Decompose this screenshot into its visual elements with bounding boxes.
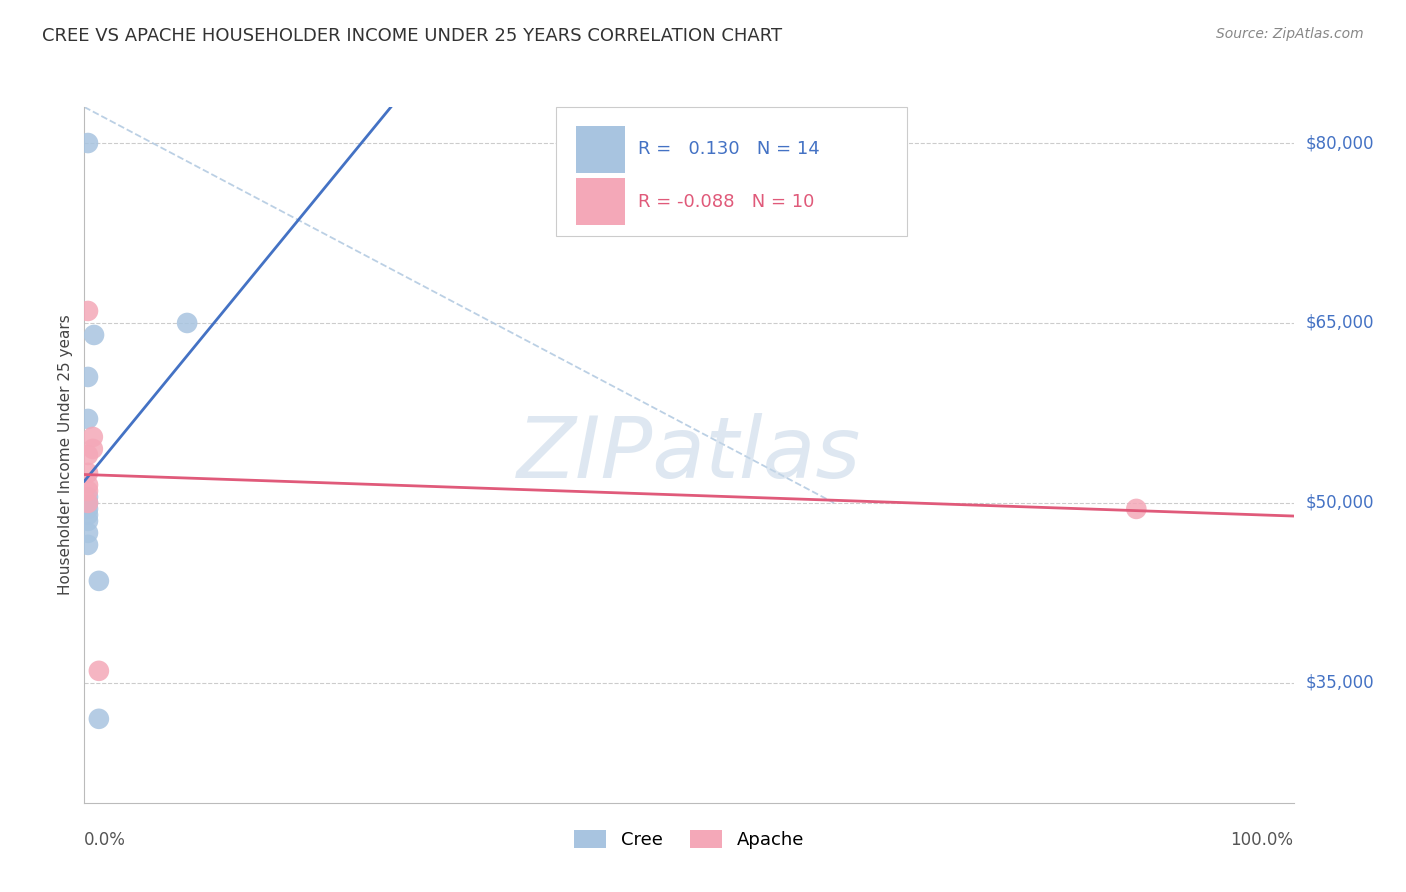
Point	[77, 448, 100, 462]
Point	[77, 304, 100, 318]
Point	[77, 496, 100, 510]
Legend: Cree, Apache: Cree, Apache	[567, 822, 811, 856]
Point	[176, 316, 198, 330]
Y-axis label: Householder Income Under 25 years: Householder Income Under 25 years	[58, 315, 73, 595]
Text: R =   0.130   N = 14: R = 0.130 N = 14	[638, 140, 820, 159]
Point	[77, 514, 100, 528]
Point	[77, 136, 100, 150]
Point	[87, 664, 110, 678]
Point	[87, 574, 110, 588]
Text: 100.0%: 100.0%	[1230, 830, 1294, 848]
Point	[77, 525, 100, 540]
Point	[77, 370, 100, 384]
Text: $50,000: $50,000	[1306, 494, 1374, 512]
FancyBboxPatch shape	[555, 107, 907, 235]
Point	[77, 496, 100, 510]
Text: 0.0%: 0.0%	[84, 830, 127, 848]
Point	[77, 490, 100, 504]
Point	[82, 442, 104, 456]
Text: $35,000: $35,000	[1306, 673, 1374, 692]
Point	[77, 538, 100, 552]
Text: ZIPatlas: ZIPatlas	[517, 413, 860, 497]
Point	[87, 712, 110, 726]
Text: $65,000: $65,000	[1306, 314, 1374, 332]
Text: Source: ZipAtlas.com: Source: ZipAtlas.com	[1216, 27, 1364, 41]
FancyBboxPatch shape	[576, 126, 624, 173]
Text: CREE VS APACHE HOUSEHOLDER INCOME UNDER 25 YEARS CORRELATION CHART: CREE VS APACHE HOUSEHOLDER INCOME UNDER …	[42, 27, 782, 45]
Text: $80,000: $80,000	[1306, 134, 1374, 152]
Point	[77, 502, 100, 516]
Text: R = -0.088   N = 10: R = -0.088 N = 10	[638, 193, 814, 211]
FancyBboxPatch shape	[576, 178, 624, 226]
Point	[77, 412, 100, 426]
Point	[77, 483, 100, 498]
Point	[77, 466, 100, 480]
Point	[83, 328, 105, 343]
Point	[1125, 502, 1147, 516]
Point	[82, 430, 104, 444]
Point	[77, 508, 100, 522]
Point	[77, 478, 100, 492]
